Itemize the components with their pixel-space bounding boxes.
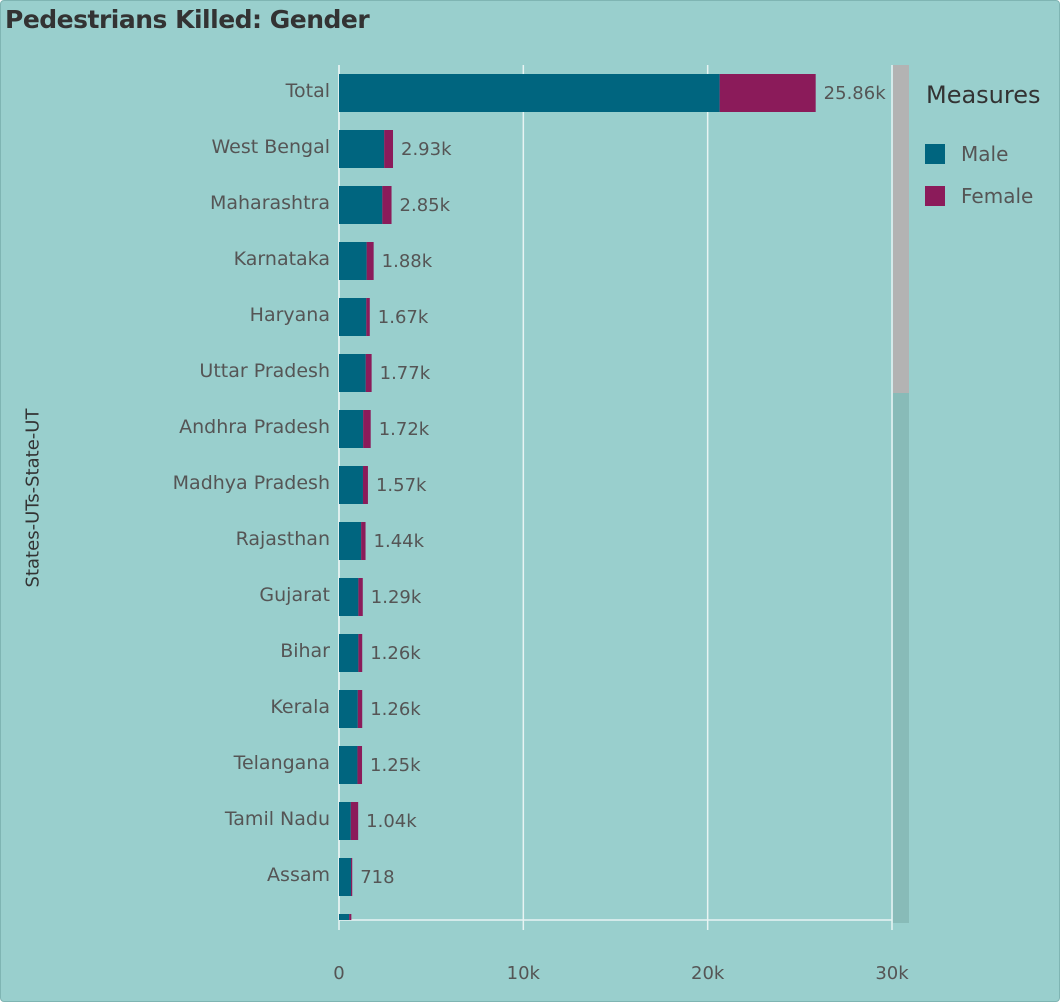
data-label: 1.88k [382, 251, 433, 272]
x-tick-label: 20k [691, 963, 725, 984]
scrollbar-thumb[interactable] [893, 65, 909, 393]
x-tick-labels: 0 10k 20k 30k [333, 963, 909, 984]
bar-male [339, 130, 385, 168]
bar-female [365, 354, 372, 392]
data-label: 1.72k [379, 419, 430, 440]
value-labels: 25.86k 2.93k 2.85k 1.88k 1.67k 1.77k 1.72k 1.57… [360, 83, 886, 888]
bar-female [719, 74, 816, 112]
bar-female [366, 298, 370, 336]
category-label: Uttar Pradesh [199, 360, 330, 382]
bar-male [339, 242, 367, 280]
bar-female [382, 186, 392, 224]
category-label: Gujarat [259, 584, 330, 606]
bar-female [358, 634, 363, 672]
data-label: 25.86k [824, 83, 887, 104]
legend-title: Measures [926, 81, 1041, 109]
category-label: Rajasthan [236, 528, 330, 550]
bar-female [358, 578, 363, 616]
legend-label-female: Female [961, 184, 1034, 208]
category-labels: Total West Bengal Maharashtra Karnataka Hary… [173, 80, 331, 886]
bar-female [362, 466, 368, 504]
category-label: West Bengal [212, 136, 331, 158]
bar-female [350, 858, 353, 896]
category-label: Andhra Pradesh [179, 416, 330, 438]
category-label: Bihar [280, 640, 330, 662]
category-label: Assam [267, 864, 330, 886]
data-label: 1.44k [374, 531, 425, 552]
category-label: Haryana [250, 304, 330, 326]
bar-female [357, 690, 363, 728]
bar-female [350, 802, 359, 840]
bar-female [384, 130, 394, 168]
x-tick-label: 0 [333, 963, 344, 984]
legend-item-male[interactable]: Male [925, 142, 1008, 166]
bar-female [357, 746, 363, 784]
data-label: 1.26k [370, 643, 421, 664]
bar-male [339, 186, 383, 224]
bar-male [339, 466, 363, 504]
bar-male [339, 802, 351, 840]
bar-male [339, 746, 358, 784]
bar-male [339, 634, 359, 672]
bar-male [339, 522, 362, 560]
category-label: Tamil Nadu [224, 808, 330, 830]
bars [339, 74, 816, 920]
category-label: Madhya Pradesh [173, 472, 330, 494]
data-label: 1.29k [371, 587, 422, 608]
bar-female [361, 522, 366, 560]
category-label: Karnataka [234, 248, 330, 270]
bar-male [339, 690, 358, 728]
data-label: 1.67k [378, 307, 429, 328]
x-tick-label: 30k [875, 963, 909, 984]
data-label: 1.04k [366, 811, 417, 832]
bar-male [339, 298, 367, 336]
legend-swatch-male [925, 144, 945, 164]
legend-swatch-female [925, 186, 945, 206]
bar-male [339, 858, 351, 896]
category-label: Kerala [270, 696, 330, 718]
bar-male [339, 74, 720, 112]
data-label: 1.57k [376, 475, 427, 496]
x-tick-label: 10k [507, 963, 541, 984]
bar-female [366, 242, 374, 280]
bar-male [339, 914, 350, 920]
legend-label-male: Male [961, 142, 1009, 166]
data-label: 1.26k [370, 699, 421, 720]
category-label: Telangana [233, 752, 330, 774]
data-label: 2.93k [401, 139, 452, 160]
data-label: 718 [360, 867, 394, 888]
data-label: 1.25k [370, 755, 421, 776]
data-label: 2.85k [400, 195, 451, 216]
bar-female [349, 914, 352, 920]
category-label: Total [285, 80, 330, 102]
legend-item-female[interactable]: Female [925, 184, 1033, 208]
bar-male [339, 578, 359, 616]
bar-male [339, 354, 366, 392]
chart-title: Pedestrians Killed: Gender [5, 5, 370, 34]
category-label: Maharashtra [210, 192, 330, 214]
data-label: 1.77k [380, 363, 431, 384]
bar-male [339, 410, 364, 448]
bar-female [363, 410, 371, 448]
